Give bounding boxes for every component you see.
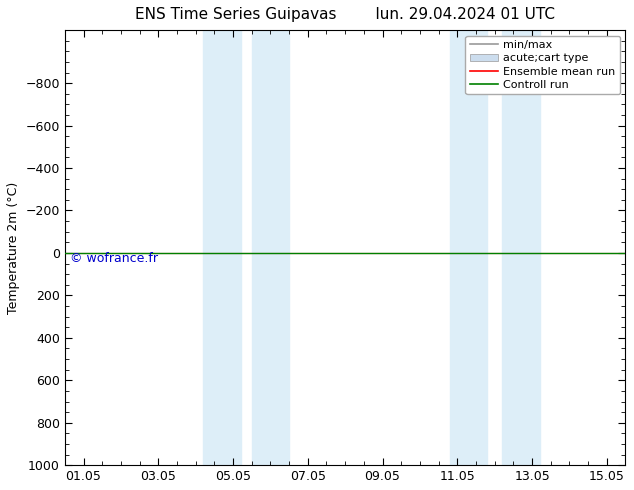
Bar <box>450 30 487 465</box>
Bar <box>203 30 240 465</box>
Y-axis label: Temperature 2m (°C): Temperature 2m (°C) <box>7 181 20 314</box>
Legend: min/max, acute;cart type, Ensemble mean run, Controll run: min/max, acute;cart type, Ensemble mean … <box>465 36 620 95</box>
Bar <box>502 30 540 465</box>
Text: © wofrance.fr: © wofrance.fr <box>70 252 158 265</box>
Bar <box>252 30 289 465</box>
Title: ENS Time Series Guipavas        lun. 29.04.2024 01 UTC: ENS Time Series Guipavas lun. 29.04.2024… <box>135 7 555 22</box>
